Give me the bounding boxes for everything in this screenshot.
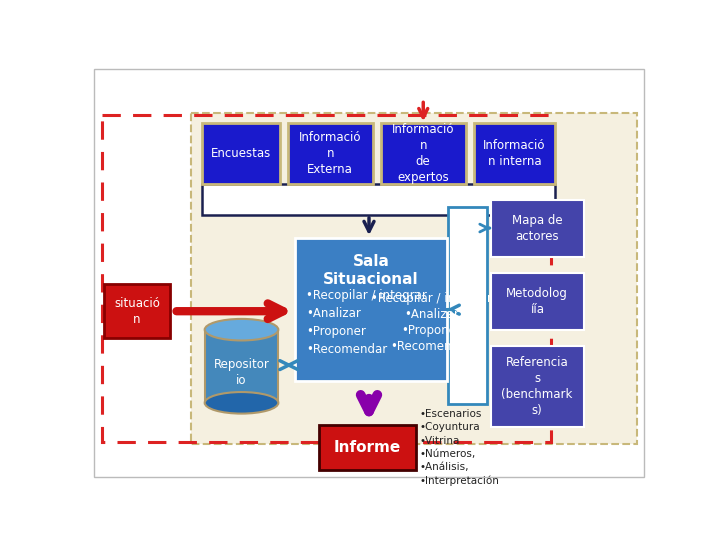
FancyBboxPatch shape (490, 346, 584, 427)
FancyBboxPatch shape (448, 207, 487, 403)
Text: •Escenarios
•Coyuntura
•Vitrina
•Números,
•Análisis,
•Interpretación: •Escenarios •Coyuntura •Vitrina •Números… (419, 409, 499, 486)
Text: Repositor
io: Repositor io (214, 358, 269, 387)
Text: •Recopilar / integrar
•Analizar
•Proponer
•Recomendar: •Recopilar / integrar •Analizar •Propone… (371, 292, 492, 353)
Text: Metodolog
íía: Metodolog íía (506, 287, 568, 316)
Text: Sala
Situacional: Sala Situacional (323, 254, 419, 287)
Text: situació
n: situació n (114, 296, 160, 326)
FancyBboxPatch shape (202, 123, 280, 184)
FancyBboxPatch shape (104, 284, 170, 338)
Text: Informe: Informe (333, 440, 401, 455)
FancyBboxPatch shape (94, 69, 644, 477)
Text: Informació
n interna: Informació n interna (483, 139, 546, 168)
Text: Encuestas: Encuestas (211, 147, 271, 160)
FancyBboxPatch shape (319, 425, 415, 470)
Ellipse shape (204, 319, 279, 340)
FancyBboxPatch shape (474, 123, 555, 184)
FancyBboxPatch shape (490, 273, 584, 330)
Text: Informació
n
de
expertos: Informació n de expertos (392, 123, 454, 184)
FancyBboxPatch shape (381, 123, 466, 184)
Text: •Recopilar / integrar
•Analizar
•Proponer
•Recomendar: •Recopilar / integrar •Analizar •Propone… (306, 289, 427, 356)
Text: Referencia
s
(benchmark
s): Referencia s (benchmark s) (502, 356, 573, 417)
FancyBboxPatch shape (287, 123, 373, 184)
FancyBboxPatch shape (191, 112, 637, 444)
FancyBboxPatch shape (204, 330, 279, 403)
FancyBboxPatch shape (490, 200, 584, 257)
FancyBboxPatch shape (202, 184, 555, 215)
Text: Mapa de
actores: Mapa de actores (512, 214, 562, 243)
Ellipse shape (204, 392, 279, 414)
FancyBboxPatch shape (295, 238, 446, 381)
Text: Informació
n
Externa: Informació n Externa (299, 131, 361, 176)
